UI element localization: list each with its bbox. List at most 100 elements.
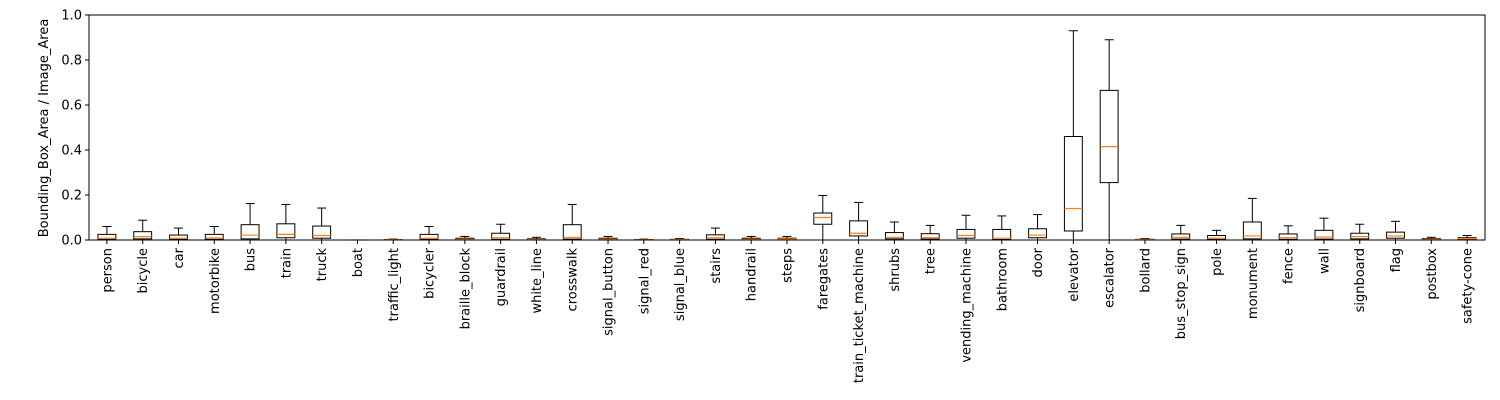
box-bicycler bbox=[419, 226, 439, 241]
x-tick-label: train_ticket_machine bbox=[852, 248, 867, 383]
iqr-box bbox=[849, 220, 869, 237]
y-tick-label: 0.8 bbox=[61, 54, 82, 69]
iqr-box bbox=[204, 233, 224, 240]
box-braille_block bbox=[455, 235, 475, 241]
x-tick-label: faregates bbox=[816, 248, 831, 310]
box-person bbox=[97, 226, 117, 241]
x-tick-label: door bbox=[1031, 247, 1046, 277]
box-bus_stop_sign bbox=[1171, 224, 1191, 241]
x-tick-label: person bbox=[100, 248, 115, 293]
box-fence bbox=[1278, 225, 1298, 241]
x-tick-label: shrubs bbox=[888, 248, 903, 292]
iqr-box bbox=[312, 225, 332, 239]
x-tick-label: bathroom bbox=[995, 248, 1010, 311]
x-tick-label: truck bbox=[315, 248, 330, 282]
x-tick-label: motorbike bbox=[208, 248, 223, 314]
x-tick-label: handrail bbox=[745, 248, 760, 301]
box-guardrail bbox=[491, 223, 511, 241]
iqr-box bbox=[705, 234, 725, 240]
x-tick-label: monument bbox=[1246, 248, 1261, 319]
box-wall bbox=[1314, 217, 1334, 241]
y-tick-label: 1.0 bbox=[61, 9, 82, 24]
box-monument bbox=[1242, 197, 1262, 241]
box-shrubs bbox=[884, 221, 904, 241]
box-signal_button bbox=[598, 235, 618, 241]
x-tick-label: crosswalk bbox=[566, 248, 581, 312]
x-tick-label: fence bbox=[1282, 248, 1297, 284]
box-bathroom bbox=[992, 215, 1012, 241]
plot-area bbox=[88, 14, 1486, 241]
iqr-box bbox=[276, 223, 296, 239]
box-bicycle bbox=[133, 219, 153, 241]
x-tick-label: pole bbox=[1210, 248, 1225, 276]
box-steps bbox=[777, 235, 797, 241]
axes-frame bbox=[88, 14, 1486, 241]
iqr-box bbox=[1099, 89, 1119, 184]
y-tick-label: 0.2 bbox=[61, 189, 82, 204]
x-tick-label: tree bbox=[924, 248, 939, 274]
x-tick-label: guardrail bbox=[494, 248, 509, 306]
x-tick-label: flag bbox=[1389, 248, 1404, 272]
x-tick-label: wall bbox=[1317, 248, 1332, 274]
box-stairs bbox=[705, 227, 725, 241]
iqr-box bbox=[1386, 231, 1405, 239]
box-door bbox=[1028, 214, 1048, 241]
x-tick-label: signal_button bbox=[602, 248, 617, 336]
iqr-box bbox=[1207, 235, 1226, 240]
iqr-box bbox=[169, 234, 188, 240]
x-tick-label: escalator bbox=[1103, 247, 1118, 308]
iqr-box bbox=[813, 212, 833, 225]
y-axis: 0.0 0.2 0.4 0.6 0.8 1.0 bbox=[61, 9, 89, 249]
box-train_ticket_machine bbox=[849, 201, 869, 241]
iqr-box bbox=[1028, 228, 1048, 239]
box-handrail bbox=[741, 235, 761, 241]
iqr-box bbox=[920, 233, 940, 240]
iqr-box bbox=[133, 231, 153, 240]
box-motorbike bbox=[204, 226, 224, 241]
x-tick-label: white_line bbox=[530, 248, 545, 314]
box-bus bbox=[240, 203, 260, 241]
x-tick-label: steps bbox=[781, 248, 796, 283]
iqr-box bbox=[1314, 229, 1334, 240]
x-tick-label: safety-cone bbox=[1461, 248, 1476, 324]
x-tick-label: signal_red bbox=[637, 248, 652, 314]
box-safety-cone bbox=[1457, 235, 1477, 241]
x-tick-label: postbox bbox=[1425, 248, 1440, 300]
iqr-box bbox=[1278, 233, 1298, 240]
x-tick-label: bollard bbox=[1138, 248, 1153, 293]
iqr-box bbox=[884, 232, 904, 240]
x-tick-label: signal_blue bbox=[673, 248, 688, 321]
box-elevator bbox=[1063, 30, 1083, 241]
x-tick-label: vending_machine bbox=[959, 248, 974, 363]
box-escalator bbox=[1099, 39, 1119, 241]
x-tick-label: boat bbox=[351, 248, 366, 277]
y-tick-label: 0.0 bbox=[61, 234, 82, 249]
y-tick-label: 0.6 bbox=[61, 99, 82, 114]
x-tick-label: bus bbox=[244, 248, 259, 271]
x-tick-label: bicycler bbox=[423, 247, 438, 298]
box-truck bbox=[312, 207, 332, 241]
box-crosswalk bbox=[562, 203, 582, 241]
x-tick-label: train bbox=[279, 248, 294, 278]
box-train bbox=[276, 203, 296, 241]
box-flag bbox=[1386, 220, 1405, 241]
box-faregates bbox=[813, 194, 833, 241]
x-tick-label: car bbox=[172, 247, 187, 268]
x-axis: person bicycle car motorbike bus train truck bo… bbox=[100, 240, 1476, 383]
box-pole bbox=[1207, 229, 1226, 241]
x-tick-label: stairs bbox=[709, 248, 724, 284]
iqr-box bbox=[1063, 136, 1083, 232]
iqr-box bbox=[240, 224, 260, 240]
iqr-box bbox=[1242, 221, 1262, 240]
x-tick-label: braille_block bbox=[458, 248, 473, 330]
iqr-box bbox=[491, 232, 511, 240]
y-axis-label: Bounding_Box_Area / Image_Area bbox=[37, 19, 52, 238]
box-tree bbox=[920, 224, 940, 241]
y-tick-label: 0.4 bbox=[61, 144, 82, 159]
iqr-box bbox=[97, 233, 117, 240]
x-tick-label: elevator bbox=[1067, 247, 1082, 301]
x-tick-label: bicycle bbox=[136, 248, 151, 293]
box-signboard bbox=[1350, 223, 1370, 241]
iqr-box bbox=[419, 233, 439, 240]
